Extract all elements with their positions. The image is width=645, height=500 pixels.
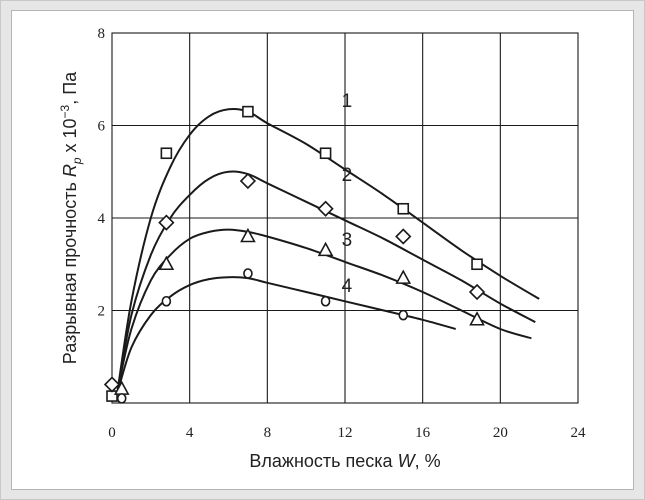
data-point-diamond [317,200,334,217]
data-point-triangle [240,227,256,243]
data-point-circle [320,295,331,307]
series-curve-3 [116,228,532,390]
series-curve-4 [116,276,456,392]
data-point-circle [398,309,409,321]
series-label-1: 1 [342,91,353,112]
data-point-circle [243,268,253,279]
y-axis-title: Разрывная прочность Rp x 10−3, Па [58,71,84,364]
x-tick-label: 0 [108,425,116,441]
data-point-triangle [317,241,334,257]
data-point-triangle [469,311,485,326]
series-label-4: 4 [342,276,353,297]
y-tick-label: 8 [98,26,106,42]
data-point-diamond [239,172,257,190]
x-tick-label: 20 [493,425,508,441]
x-tick-label: 4 [186,425,194,441]
data-point-square [242,105,254,118]
data-point-diamond [103,376,121,393]
data-point-circle [161,295,172,307]
x-axis-title: Влажность песка W, % [249,451,440,471]
data-point-triangle [158,255,175,271]
series-curve-2 [116,170,536,390]
data-point-square [160,147,173,160]
series-label-2: 2 [342,165,353,186]
y-tick-label: 6 [98,119,106,135]
data-point-square [397,202,410,215]
series-label-3: 3 [342,230,353,251]
data-point-circle [116,393,127,404]
data-point-diamond [468,283,486,301]
x-tick-label: 24 [571,425,587,441]
y-tick-label: 2 [98,304,106,320]
data-point-square [471,258,483,271]
data-point-triangle [395,269,412,284]
y-tick-label: 4 [98,211,106,227]
x-tick-label: 12 [338,425,353,441]
data-point-diamond [158,214,175,231]
x-tick-label: 8 [264,425,272,441]
x-tick-label: 16 [415,425,431,441]
data-point-diamond [395,228,412,245]
data-point-square [319,147,332,160]
